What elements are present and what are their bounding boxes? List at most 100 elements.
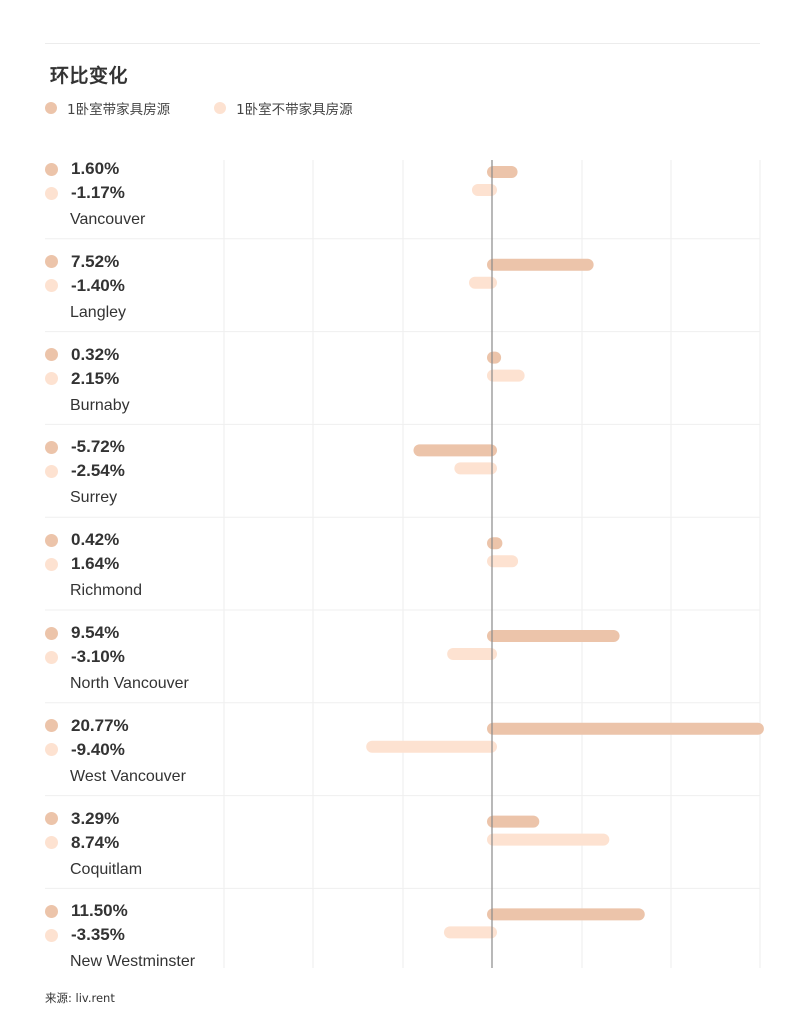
row-label: 9.54% -3.10% North Vancouver <box>45 621 245 693</box>
data-label: 20.77% <box>71 715 129 735</box>
bar <box>487 351 502 364</box>
source-note: 来源: liv.rent <box>45 991 115 1005</box>
value-line: 8.74% <box>45 831 245 855</box>
bar <box>487 908 645 921</box>
bar <box>413 444 497 457</box>
top-divider <box>45 43 760 44</box>
value-line: -5.72% <box>45 435 245 459</box>
value-line: 11.50% <box>45 899 245 923</box>
legend-item-furnished: 1卧室带家具房源 <box>45 98 170 118</box>
category-label: Richmond <box>70 582 143 600</box>
data-label: -9.40% <box>71 739 125 759</box>
series-dot-icon <box>45 255 58 269</box>
series-dot-icon <box>45 533 58 547</box>
value-line: -1.17% <box>45 181 245 205</box>
data-label: -5.72% <box>71 437 125 457</box>
series-dot-icon <box>45 812 58 826</box>
series-dot-icon <box>45 743 58 757</box>
value-line: 3.29% <box>45 807 245 831</box>
bar <box>447 648 497 660</box>
row-label: 3.29% 8.74% Coquitlam <box>45 807 245 879</box>
value-line: -2.54% <box>45 459 245 483</box>
bar <box>454 462 497 475</box>
bar <box>487 815 540 828</box>
series-dot-icon <box>45 186 58 200</box>
series-dot-icon <box>45 279 58 293</box>
data-label: 7.52% <box>71 251 120 271</box>
data-label: 11.50% <box>71 901 128 921</box>
legend-item-unfurnished: 1卧室不带家具房源 <box>214 98 353 118</box>
data-label: -2.54% <box>71 461 125 481</box>
row-label: 20.77% -9.40% West Vancouver <box>45 714 245 786</box>
row-label: 0.42% 1.64% Richmond <box>45 528 245 600</box>
row-label: 7.52% -1.40% Langley <box>45 250 245 322</box>
value-line: 0.42% <box>45 528 245 552</box>
data-label: 0.32% <box>71 344 120 364</box>
series-dot-icon <box>45 557 58 571</box>
series-dot-icon <box>45 162 58 176</box>
data-label: -3.10% <box>71 647 125 666</box>
legend-furnished-label: 1卧室带家具房源 <box>67 102 171 118</box>
data-label: 3.29% <box>71 808 120 828</box>
category-label: West Vancouver <box>70 767 186 785</box>
bar <box>487 258 594 271</box>
series-dot-icon <box>45 904 58 918</box>
bar <box>487 166 518 178</box>
bar <box>487 369 525 382</box>
value-line: -9.40% <box>45 738 245 762</box>
legend-unfurnished-label: 1卧室不带家具房源 <box>236 102 353 118</box>
data-label: 2.15% <box>71 368 120 388</box>
value-line: 1.60% <box>45 157 245 181</box>
data-label: 8.74% <box>71 832 120 852</box>
category-label: North Vancouver <box>70 675 189 692</box>
data-label: 0.42% <box>71 530 120 550</box>
chart-title: 环比变化 <box>50 65 129 87</box>
legend: 1卧室带家具房源 1卧室不带家具房源 <box>45 98 397 118</box>
category-label: Langley <box>70 303 127 321</box>
bar <box>469 276 497 289</box>
row-label: 0.32% 2.15% Burnaby <box>45 343 245 415</box>
category-label: Vancouver <box>70 211 146 228</box>
value-line: -1.40% <box>45 274 245 298</box>
bar <box>487 537 503 550</box>
value-line: 9.54% <box>45 621 245 645</box>
value-line: 7.52% <box>45 250 245 274</box>
bar <box>471 184 497 196</box>
category-label: New Westminster <box>70 953 196 971</box>
data-label: -1.17% <box>71 183 125 202</box>
value-line: -3.35% <box>45 923 245 947</box>
row-label: 11.50% -3.35% New Westminster <box>45 899 245 971</box>
series-dot-icon <box>45 650 58 664</box>
bar <box>443 926 497 939</box>
value-line: -3.10% <box>45 645 245 669</box>
series-dot-icon <box>45 440 58 454</box>
value-line: 1.64% <box>45 552 245 576</box>
data-label: 1.60% <box>71 159 120 178</box>
series-dot-icon <box>45 372 58 386</box>
value-line: 20.77% <box>45 714 245 738</box>
series-dot-icon <box>45 836 58 850</box>
series-dot-icon <box>45 348 58 362</box>
series-dot-icon <box>45 626 58 640</box>
legend-furnished-dot-icon <box>45 102 57 114</box>
value-line: 0.32% <box>45 343 245 367</box>
series-dot-icon <box>45 719 58 733</box>
value-line: 2.15% <box>45 367 245 391</box>
data-label: 1.64% <box>71 554 120 574</box>
bar <box>487 630 620 642</box>
legend-unfurnished-dot-icon <box>214 102 227 114</box>
row-label: 1.60% -1.17% Vancouver <box>45 157 245 229</box>
category-label: Coquitlam <box>70 860 143 878</box>
data-label: -1.40% <box>71 275 125 295</box>
bar <box>366 740 497 753</box>
bar <box>487 722 764 735</box>
row-label: -5.72% -2.54% Surrey <box>45 435 245 507</box>
data-label: -3.35% <box>71 925 125 945</box>
category-label: Surrey <box>70 489 118 507</box>
bar <box>487 833 610 846</box>
series-dot-icon <box>45 464 58 478</box>
bar <box>487 555 519 568</box>
category-label: Burnaby <box>70 396 130 414</box>
series-dot-icon <box>45 928 58 942</box>
